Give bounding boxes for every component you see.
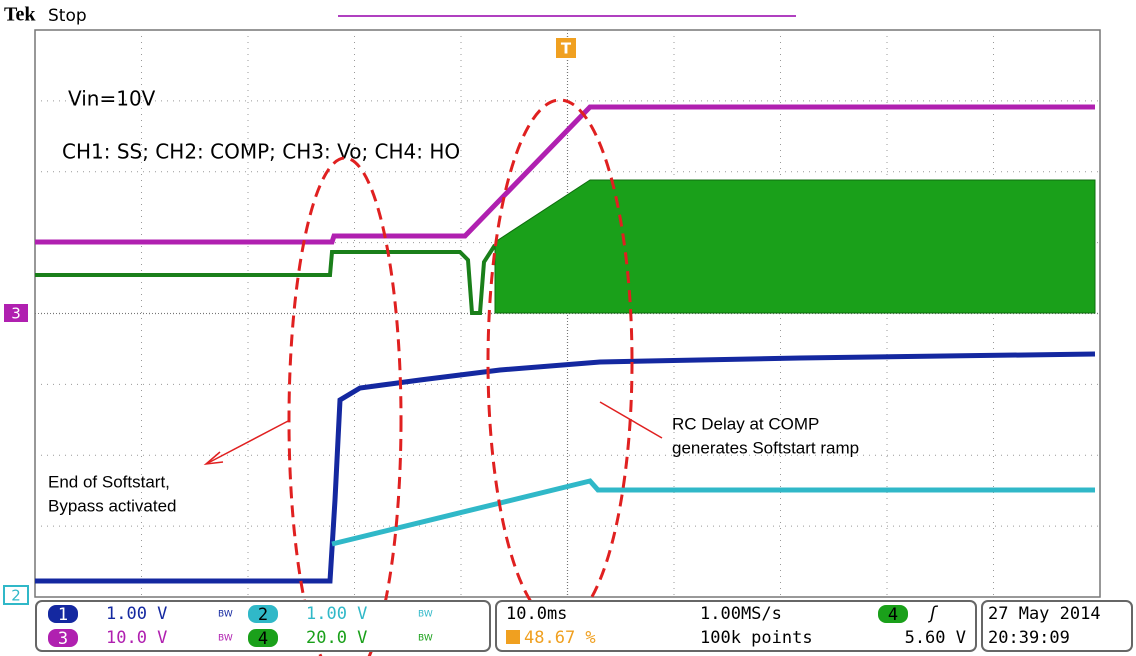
- channel-badge: [48, 629, 78, 647]
- annotation: CH1: SS; CH2: COMP; CH3: Vo; CH4: HO: [62, 140, 460, 164]
- timebase: 10.0ms: [506, 604, 567, 624]
- ch2-waveform: [331, 478, 1095, 547]
- ch2-marker-label: 2: [11, 587, 21, 605]
- bandwidth-flag: BW: [418, 610, 433, 620]
- annotation: RC Delay at COMP: [672, 414, 819, 433]
- channel-number: 1: [58, 605, 68, 625]
- channel-number: 3: [58, 629, 68, 649]
- trigger-marker-label: T: [561, 40, 572, 58]
- annotation: Bypass activated: [48, 496, 177, 515]
- ch2-marker: [3, 585, 29, 605]
- ch4-burst: [494, 179, 1096, 314]
- graticule: [34, 29, 1101, 598]
- channel-scale: 20.0 V: [306, 628, 367, 648]
- trigger-level: 5.60 V: [905, 628, 966, 648]
- date-readout: [981, 600, 1133, 652]
- run-status: Stop: [48, 6, 87, 26]
- trigger-source: 4: [888, 605, 898, 625]
- ch3-waveform: [35, 104, 1095, 245]
- channel-readout: [35, 600, 491, 652]
- bandwidth-flag: BW: [218, 634, 233, 644]
- arrow: [599, 401, 663, 439]
- annotation: End of Softstart,: [48, 472, 170, 491]
- channel-scale: 1.00 V: [106, 604, 167, 624]
- channel-number: 4: [258, 629, 268, 649]
- annotation: generates Softstart ramp: [672, 438, 859, 457]
- trigger-position: 48.67 %: [524, 628, 596, 648]
- sample-rate: 1.00MS/s: [700, 604, 782, 624]
- ch1-waveform: [35, 351, 1096, 584]
- channel-badge: [248, 629, 278, 647]
- bandwidth-flag: BW: [418, 634, 433, 644]
- bandwidth-flag: BW: [218, 610, 233, 620]
- arrow-head: [203, 451, 224, 466]
- time: 20:39:09: [988, 628, 1070, 648]
- channel-scale: 10.0 V: [106, 628, 167, 648]
- channel-number: 2: [258, 605, 268, 625]
- trigger-slope: ʃ: [927, 603, 939, 624]
- ch3-marker-label: 3: [11, 305, 21, 323]
- trigger-marker: [556, 38, 576, 58]
- highlight-ellipse: [486, 98, 634, 626]
- channel-scale: 1.00 V: [306, 604, 367, 624]
- trigger-icon: [506, 630, 520, 644]
- annotation: Vin=10V: [68, 87, 156, 111]
- channel-badge: [248, 605, 278, 623]
- date: 27 May 2014: [988, 604, 1101, 624]
- channel-list: 1 1.00 V BW 2 1.00 V BW 3 10.0 V BW 4 20.0 V BW: [48, 604, 433, 649]
- record-length: 100k points: [700, 628, 813, 648]
- trigger-source-badge: [878, 605, 908, 623]
- timebase-readout: [495, 600, 977, 652]
- arrow: [207, 419, 291, 464]
- channel-badge: [48, 605, 78, 623]
- brand: Tek: [4, 4, 36, 26]
- ch4-waveform: [35, 243, 497, 315]
- ch3-marker: [4, 304, 28, 322]
